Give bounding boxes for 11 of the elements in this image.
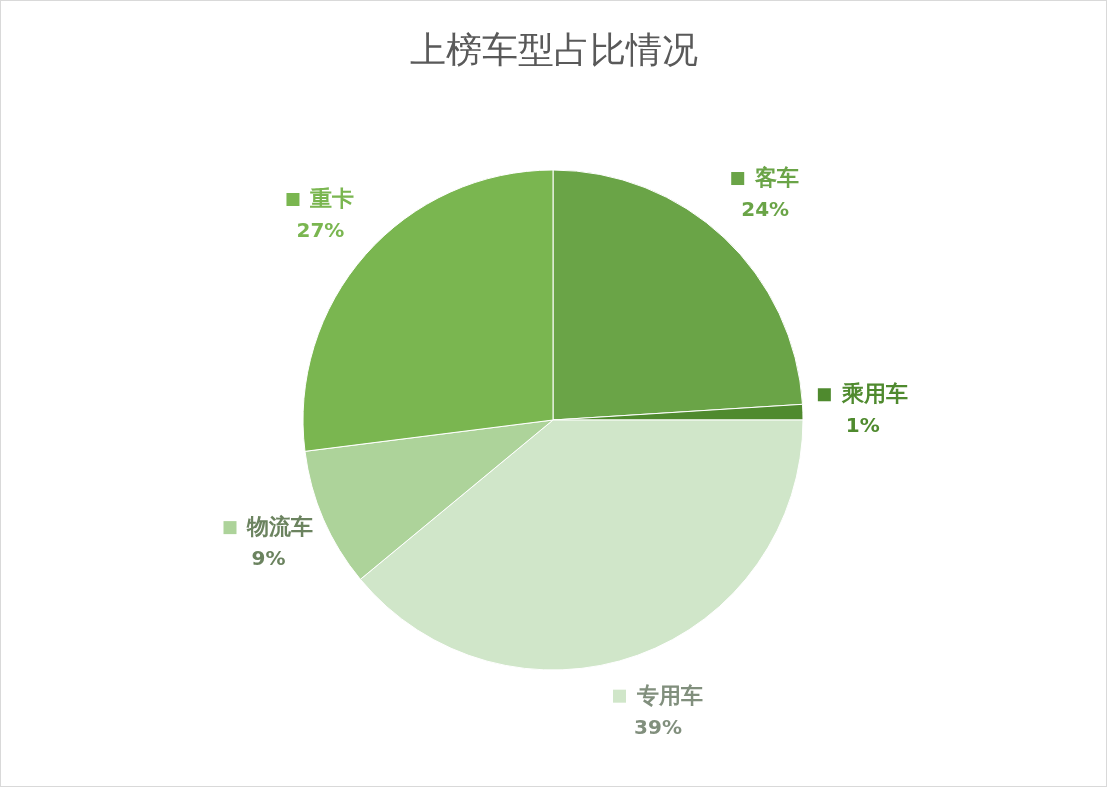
legend-label: 专用车 (636, 682, 704, 708)
legend-label: 客车 (754, 165, 800, 191)
data-label: 1% (845, 413, 880, 438)
legend-label: 重卡 (309, 185, 355, 211)
data-label: 24% (741, 197, 790, 222)
data-label: 39% (634, 714, 682, 739)
data-label: 9% (251, 546, 286, 571)
chart-title: 上榜车型占比情况 (409, 29, 698, 70)
legend-label: 物流车 (246, 514, 314, 540)
data-label: 27% (296, 217, 345, 242)
legend-label: 乘用车 (840, 381, 908, 407)
